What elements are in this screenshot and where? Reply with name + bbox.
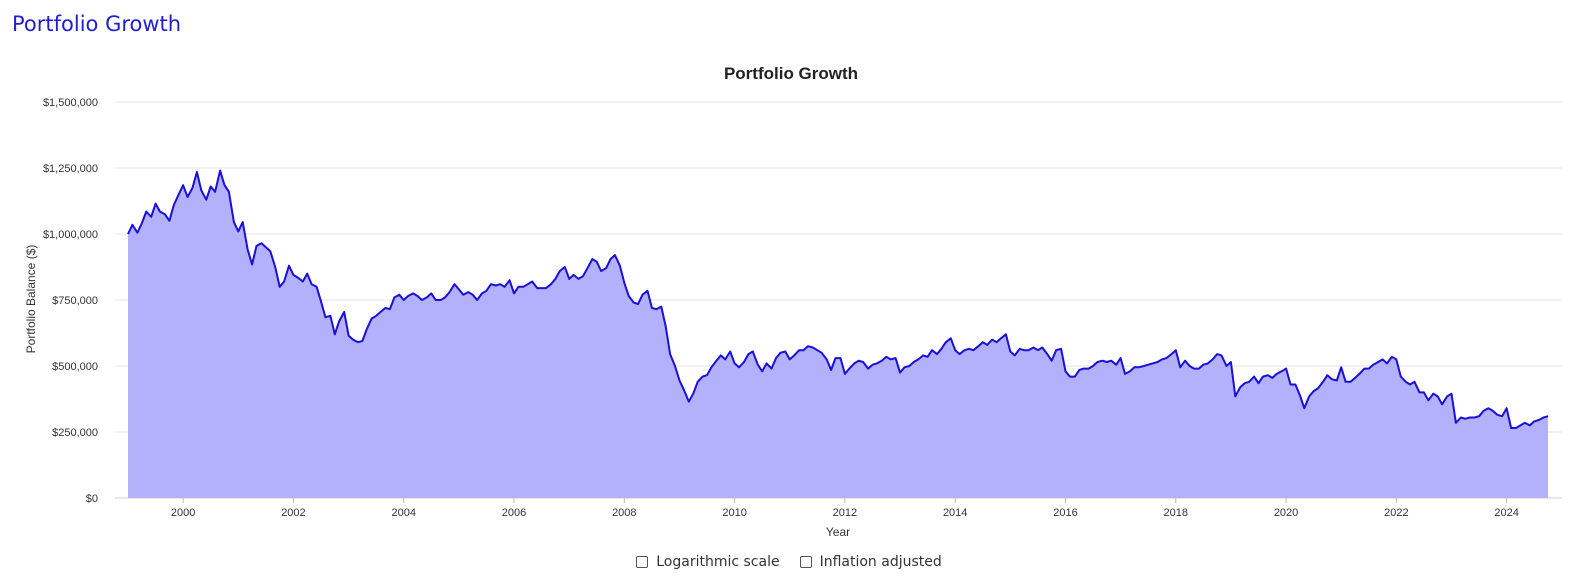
y-tick-label: $1,500,000 [43,97,98,109]
y-tick-label: $0 [86,493,98,505]
x-axis: 2000 2002 2004 2006 2008 2010 2012 2014 2016 2018… [171,498,1519,519]
y-axis: $0 $250,000 $500,000 $750,000 $1,000,000 $1,2… [43,97,98,505]
x-tick-label: 2004 [391,507,415,519]
chart-options: Logarithmic scale Inflation adjusted [0,551,1578,573]
x-tick-label: 2014 [943,507,967,519]
x-tick-label: 2006 [502,507,526,519]
y-tick-label: $750,000 [52,295,98,307]
x-axis-title: Year [826,525,850,539]
log-scale-checkbox[interactable] [636,556,649,568]
x-tick-label: 2002 [281,507,305,519]
chart-title: Portfolio Growth [724,64,858,83]
portfolio-growth-chart: Portfolio Growth $0 $250,000 $500,000 $750,… [24,64,1562,539]
log-scale-toggle[interactable]: Logarithmic scale [636,554,780,570]
x-tick-label: 2008 [612,507,636,519]
x-tick-label: 2022 [1384,507,1408,519]
y-tick-label: $500,000 [52,361,98,373]
y-tick-label: $1,250,000 [43,163,98,175]
x-tick-label: 2010 [722,507,746,519]
y-axis-title: Portfolio Balance ($) [24,245,38,354]
x-tick-label: 2024 [1494,507,1518,519]
y-tick-label: $250,000 [52,427,98,439]
page-heading: Portfolio Growth [12,12,182,36]
balance-line [127,169,1549,429]
log-scale-label: Logarithmic scale [656,554,780,570]
inflation-adjusted-label: Inflation adjusted [819,554,942,570]
y-tick-label: $1,000,000 [43,229,98,241]
inflation-adjusted-checkbox[interactable] [799,556,812,568]
balance-area [128,170,1548,498]
x-tick-label: 2016 [1053,507,1077,519]
x-tick-label: 2012 [833,507,857,519]
x-tick-label: 2000 [171,507,195,519]
inflation-adjusted-toggle[interactable]: Inflation adjusted [799,554,942,570]
x-tick-label: 2020 [1274,507,1298,519]
x-tick-label: 2018 [1164,507,1188,519]
